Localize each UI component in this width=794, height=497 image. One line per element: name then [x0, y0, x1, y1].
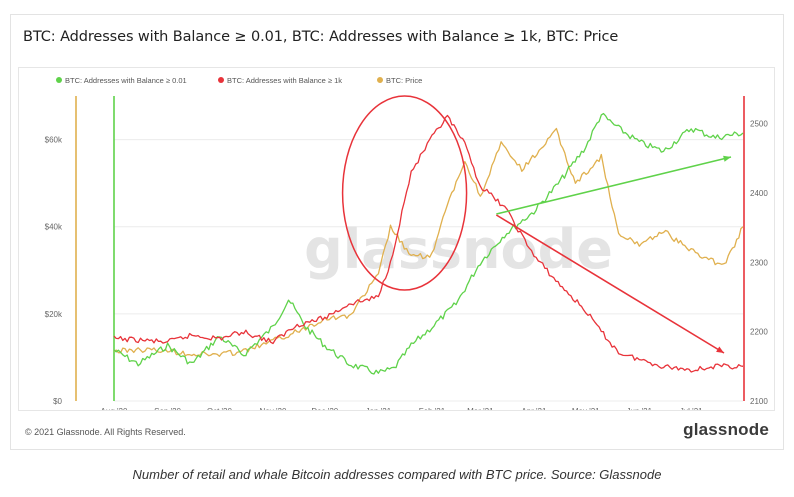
legend-entry: BTC: Addresses with Balance ≥ 0.01 — [65, 76, 187, 85]
price-tick-label: $20k — [45, 310, 63, 319]
x-tick-label: Feb '21 — [419, 407, 446, 410]
addr-1k-tick-label: 2400 — [750, 189, 768, 198]
x-tick-label: Sep '20 — [154, 407, 181, 410]
price-tick-label: $0 — [53, 397, 62, 406]
green-arrow-head — [723, 155, 731, 162]
x-tick-label: Apr '21 — [521, 407, 547, 410]
legend-entry: BTC: Price — [386, 76, 422, 85]
price-tick-label: $60k — [45, 136, 63, 145]
chart-area: glassnode$0$20k$40k$60k8 400k8 600k8 800… — [18, 67, 775, 411]
legend-dot — [218, 77, 224, 83]
watermark-text: glassnode — [304, 218, 613, 281]
chart-svg: glassnode$0$20k$40k$60k8 400k8 600k8 800… — [45, 76, 769, 410]
copyright-text: © 2021 Glassnode. All Rights Reserved. — [25, 427, 186, 437]
x-tick-label: Jan '21 — [366, 407, 392, 410]
addr-1k-tick-label: 2300 — [750, 258, 768, 267]
x-tick-label: Oct '20 — [207, 407, 233, 410]
price-tick-label: $40k — [45, 223, 63, 232]
image-caption: Number of retail and whale Bitcoin addre… — [132, 467, 662, 482]
x-tick-label: May '21 — [572, 407, 600, 410]
addr-1k-tick-label: 2200 — [750, 328, 768, 337]
x-tick-label: Jun '21 — [627, 407, 653, 410]
x-tick-label: Nov '20 — [260, 407, 287, 410]
legend-dot — [377, 77, 383, 83]
x-tick-label: Jul '21 — [680, 407, 703, 410]
addr-1k-tick-label: 2500 — [750, 120, 768, 129]
highlight-ellipse — [341, 95, 468, 291]
x-tick-label: Aug '20 — [101, 407, 128, 410]
chart-title: BTC: Addresses with Balance ≥ 0.01, BTC:… — [23, 29, 619, 45]
x-tick-label: Dec '20 — [311, 407, 338, 410]
legend-dot — [56, 77, 62, 83]
x-tick-label: Mar '21 — [467, 407, 494, 410]
brand-logo[interactable]: glassnode — [683, 420, 769, 439]
series-line-2 — [113, 114, 744, 373]
legend-entry: BTC: Addresses with Balance ≥ 1k — [227, 76, 342, 85]
red-arrow — [495, 214, 725, 354]
red-arrow-head — [716, 346, 724, 353]
series-line-3 — [113, 127, 744, 357]
chart-card: BTC: Addresses with Balance ≥ 0.01, BTC:… — [10, 14, 784, 450]
addr-1k-tick-label: 2100 — [750, 397, 768, 406]
green-arrow — [496, 156, 732, 215]
